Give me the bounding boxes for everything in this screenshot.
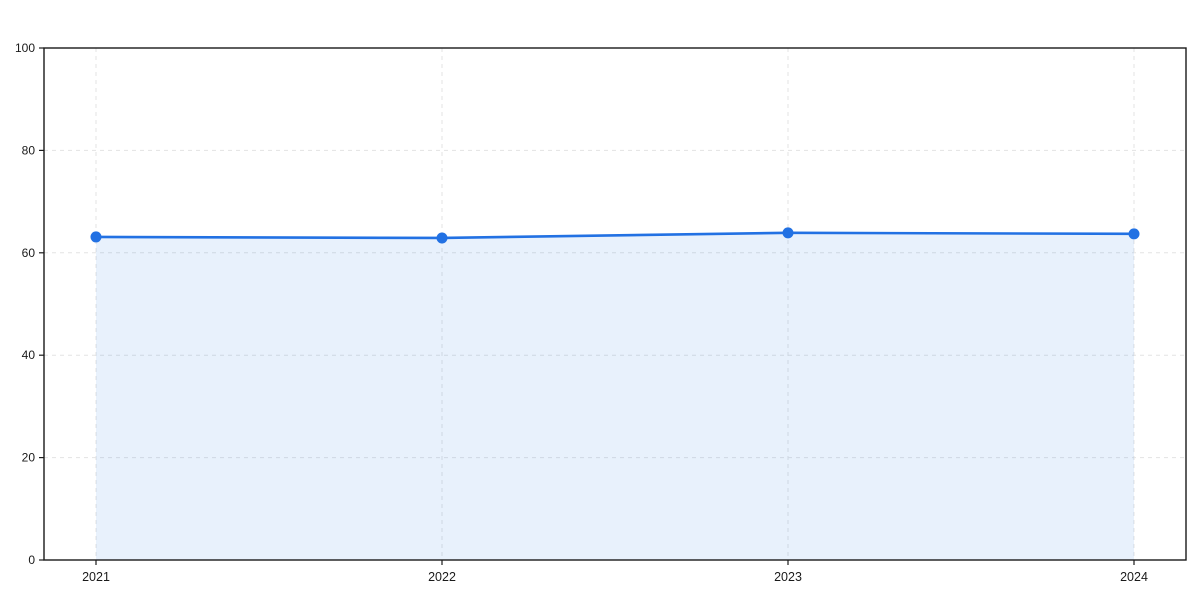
data-point-marker [436, 232, 448, 244]
x-tick-label: 2021 [82, 570, 110, 584]
x-tick-label: 2022 [428, 570, 456, 584]
data-point-marker [782, 227, 794, 239]
y-tick-label: 80 [22, 143, 36, 157]
y-tick-label: 20 [22, 451, 36, 465]
axes-spines [43, 47, 1187, 561]
x-tick-label: 2023 [774, 570, 802, 584]
y-tick-label: 40 [22, 348, 36, 362]
x-tick-label: 2024 [1120, 570, 1148, 584]
data-point-marker [1128, 228, 1140, 240]
data-point-marker [90, 231, 102, 243]
trend-line [94, 231, 1136, 240]
y-tick-label: 0 [28, 553, 35, 567]
area-fill [96, 232, 1134, 560]
y-tick-label: 60 [22, 246, 36, 260]
y-tick-label: 100 [15, 41, 35, 55]
